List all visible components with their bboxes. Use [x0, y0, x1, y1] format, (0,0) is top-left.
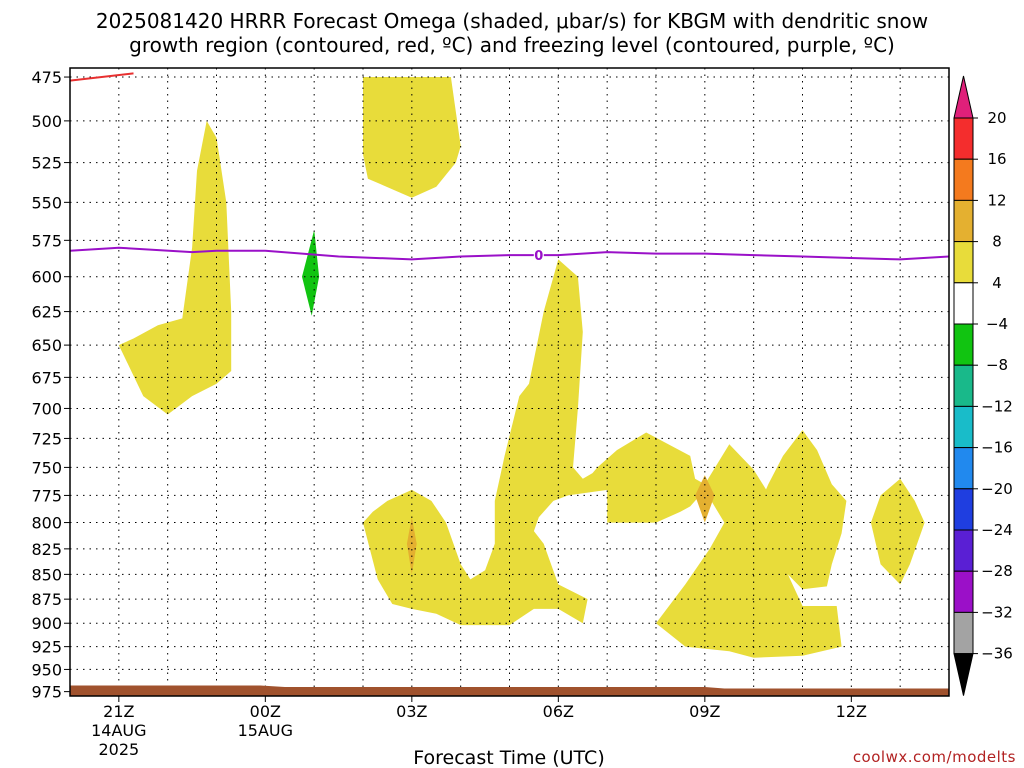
colorbar-swatch-9 [953, 447, 974, 490]
colorbar-swatch-6 [953, 323, 974, 366]
colorbar-swatch-5 [953, 282, 974, 325]
x-tick-label-3: 06Z [543, 702, 574, 721]
colorbar-swatch-4 [953, 241, 974, 284]
y-tick-label-650: 650 [31, 336, 62, 355]
colorbar-label-6: −8 [986, 356, 1008, 374]
y-tick-label-875: 875 [31, 590, 62, 609]
colorbar-label-1: 16 [987, 150, 1006, 168]
y-tick-label-825: 825 [31, 540, 62, 559]
omega-shaded-regions [118, 77, 925, 658]
y-tick-label-625: 625 [31, 303, 62, 322]
dgz-contour [69, 72, 134, 82]
colorbar-swatch-11 [953, 529, 974, 572]
x-tick-date-1: 15AUG [238, 721, 293, 740]
colorbar-label-9: −20 [981, 480, 1013, 498]
y-tick-label-725: 725 [31, 429, 62, 448]
colorbar-swatch-3 [953, 199, 974, 243]
x-tick-year-0: 2025 [98, 740, 139, 759]
colorbar-swatch-10 [953, 488, 974, 531]
colorbar: 20 16 12 8 4 −4 −8 −12 −16 −20 −24 −28 −32 −36 [953, 75, 1013, 696]
x-tick-label-1: 00Z [250, 702, 281, 721]
omega-region-6 [406, 517, 417, 575]
colorbar-label-0: 20 [987, 109, 1006, 127]
colorbar-swatch-7 [953, 364, 974, 407]
x-tick-label-0: 21Z [103, 702, 134, 721]
colorbar-swatch-12 [953, 570, 974, 613]
colorbar-swatch-1 [953, 117, 974, 160]
omega-region-2 [363, 77, 461, 198]
y-tick-label-750: 750 [31, 458, 62, 477]
y-tick-label-975: 975 [31, 683, 62, 702]
y-tick-label-850: 850 [31, 565, 62, 584]
chart-title-line2: growth region (contoured, red, ºC) and f… [129, 33, 895, 57]
omega-region-4 [763, 430, 847, 590]
x-tick-label-4: 09Z [689, 702, 720, 721]
surface-terrain-fill [70, 685, 949, 696]
y-tick-label-500: 500 [31, 112, 62, 131]
y-tick-label-900: 900 [31, 614, 62, 633]
colorbar-label-13: −36 [981, 645, 1013, 663]
omega-region-3 [363, 259, 842, 658]
y-tick-label-575: 575 [31, 231, 62, 250]
surface-terrain [70, 685, 949, 696]
y-axis: 475 500 525 550 575 600 625 650 675 700 725 750 775 8… [31, 68, 70, 702]
y-tick-label-525: 525 [31, 154, 62, 173]
colorbar-label-7: −12 [981, 397, 1013, 415]
grid-lines [70, 68, 950, 696]
y-tick-label-550: 550 [31, 193, 62, 212]
colorbar-label-3: 8 [992, 233, 1002, 251]
contour-lines: 0 [69, 72, 950, 264]
colorbar-label-11: −28 [981, 562, 1013, 580]
omega-region-1 [118, 120, 232, 415]
freezing-level-label-bg [533, 248, 544, 262]
colorbar-label-5: −4 [986, 315, 1008, 333]
x-tick-label-2: 03Z [396, 702, 427, 721]
y-tick-label-700: 700 [31, 399, 62, 418]
colorbar-swatch-2 [953, 158, 974, 201]
chart-title-line1: 2025081420 HRRR Forecast Omega (shaded, … [95, 9, 929, 33]
colorbar-bottom-arrow [953, 653, 974, 696]
colorbar-label-2: 12 [987, 191, 1006, 209]
y-tick-label-775: 775 [31, 486, 62, 505]
freezing-level-label: 0 [534, 249, 543, 264]
credit-text: coolwx.com/modelts [853, 748, 1016, 766]
y-tick-label-950: 950 [31, 660, 62, 679]
x-tick-label-5: 12Z [836, 702, 867, 721]
colorbar-swatch-8 [953, 405, 974, 449]
colorbar-label-12: −32 [981, 603, 1013, 621]
y-tick-label-675: 675 [31, 368, 62, 387]
y-tick-label-800: 800 [31, 514, 62, 533]
colorbar-label-10: −24 [981, 521, 1013, 539]
omega-region-5 [870, 478, 925, 585]
y-tick-label-600: 600 [31, 268, 62, 287]
colorbar-swatch-13 [953, 611, 974, 655]
omega-region-8 [302, 229, 320, 316]
x-axis-label: Forecast Time (UTC) [413, 747, 604, 768]
colorbar-label-4: 4 [992, 274, 1002, 292]
omega-region-7 [695, 475, 715, 523]
x-tick-date-0: 14AUG [91, 721, 146, 740]
colorbar-label-8: −16 [981, 439, 1013, 457]
colorbar-top-arrow [953, 75, 974, 119]
plot-frame [69, 67, 950, 697]
y-tick-label-925: 925 [31, 638, 62, 657]
y-tick-label-475: 475 [31, 68, 62, 87]
